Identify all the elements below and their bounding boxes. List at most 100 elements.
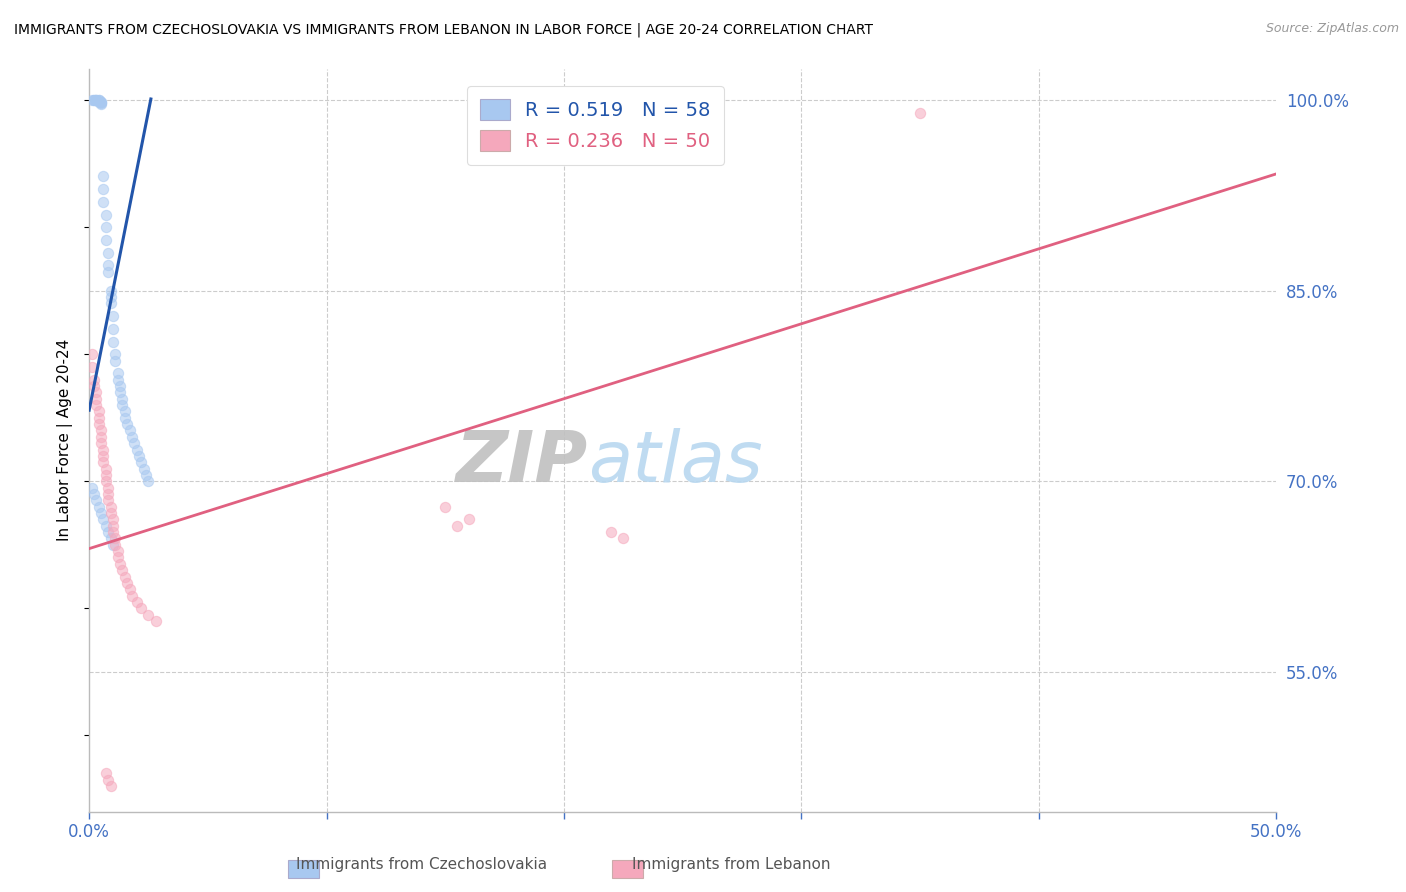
- Text: Source: ZipAtlas.com: Source: ZipAtlas.com: [1265, 22, 1399, 36]
- Point: [115, 575, 138, 590]
- Point: [87, 93, 110, 107]
- Point: [84, 493, 107, 508]
- Point: [97, 525, 120, 540]
- Point: [104, 353, 127, 368]
- Point: [145, 614, 167, 628]
- Point: [100, 506, 122, 520]
- Point: [100, 779, 122, 793]
- Point: [114, 410, 136, 425]
- Point: [90, 97, 112, 112]
- Point: [97, 493, 120, 508]
- Point: [94, 220, 117, 235]
- Point: [97, 481, 120, 495]
- Point: [90, 430, 112, 444]
- Point: [84, 398, 107, 412]
- Point: [90, 95, 112, 110]
- Point: [94, 208, 117, 222]
- Point: [84, 385, 107, 400]
- Point: [118, 424, 141, 438]
- Point: [83, 487, 105, 501]
- Point: [121, 430, 143, 444]
- Point: [100, 500, 122, 514]
- Point: [612, 532, 634, 546]
- Point: [94, 467, 117, 482]
- Point: [111, 563, 134, 577]
- Point: [107, 544, 129, 558]
- Point: [101, 538, 124, 552]
- Text: atlas: atlas: [588, 428, 762, 497]
- Point: [131, 455, 153, 469]
- Legend: R = 0.519   N = 58, R = 0.236   N = 50: R = 0.519 N = 58, R = 0.236 N = 50: [467, 86, 724, 165]
- Point: [908, 106, 931, 120]
- Point: [94, 475, 117, 489]
- Point: [107, 550, 129, 565]
- Point: [107, 373, 129, 387]
- Point: [111, 392, 134, 406]
- Point: [104, 347, 127, 361]
- Point: [84, 392, 107, 406]
- Point: [100, 290, 122, 304]
- Point: [87, 93, 110, 107]
- Point: [122, 436, 145, 450]
- Point: [94, 518, 117, 533]
- Point: [80, 93, 103, 107]
- Point: [93, 169, 115, 184]
- Point: [87, 417, 110, 431]
- Point: [101, 322, 124, 336]
- Point: [131, 601, 153, 615]
- Point: [108, 557, 131, 571]
- Point: [132, 461, 155, 475]
- Point: [446, 518, 468, 533]
- Point: [108, 385, 131, 400]
- Point: [458, 512, 481, 526]
- Y-axis label: In Labor Force | Age 20-24: In Labor Force | Age 20-24: [58, 339, 73, 541]
- Text: Immigrants from Czechoslovakia: Immigrants from Czechoslovakia: [297, 857, 547, 872]
- Point: [83, 93, 105, 107]
- Point: [80, 481, 103, 495]
- Text: IMMIGRANTS FROM CZECHOSLOVAKIA VS IMMIGRANTS FROM LEBANON IN LABOR FORCE | AGE 2: IMMIGRANTS FROM CZECHOSLOVAKIA VS IMMIGR…: [14, 22, 873, 37]
- Point: [93, 194, 115, 209]
- Point: [138, 607, 160, 622]
- Point: [101, 512, 124, 526]
- Point: [80, 347, 103, 361]
- Point: [101, 334, 124, 349]
- Point: [83, 373, 105, 387]
- Point: [94, 233, 117, 247]
- Text: ZIP: ZIP: [456, 428, 588, 497]
- Point: [125, 442, 148, 457]
- Point: [114, 404, 136, 418]
- Point: [97, 487, 120, 501]
- Point: [121, 589, 143, 603]
- Point: [128, 449, 150, 463]
- Point: [101, 518, 124, 533]
- Point: [94, 461, 117, 475]
- Point: [87, 410, 110, 425]
- Point: [93, 182, 115, 196]
- Point: [97, 245, 120, 260]
- Point: [115, 417, 138, 431]
- Point: [87, 95, 110, 109]
- Point: [94, 766, 117, 780]
- Point: [114, 569, 136, 583]
- Point: [93, 442, 115, 457]
- Point: [90, 424, 112, 438]
- Point: [87, 500, 110, 514]
- Point: [104, 532, 127, 546]
- Point: [84, 93, 107, 107]
- Point: [83, 379, 105, 393]
- Point: [93, 512, 115, 526]
- Point: [80, 359, 103, 374]
- Point: [600, 525, 623, 540]
- Text: Immigrants from Lebanon: Immigrants from Lebanon: [631, 857, 831, 872]
- Point: [100, 284, 122, 298]
- Point: [104, 538, 127, 552]
- Point: [90, 436, 112, 450]
- Point: [83, 93, 105, 107]
- Point: [125, 595, 148, 609]
- Point: [101, 525, 124, 540]
- Point: [108, 379, 131, 393]
- Point: [107, 367, 129, 381]
- Point: [138, 475, 160, 489]
- Point: [90, 95, 112, 109]
- Point: [84, 93, 107, 107]
